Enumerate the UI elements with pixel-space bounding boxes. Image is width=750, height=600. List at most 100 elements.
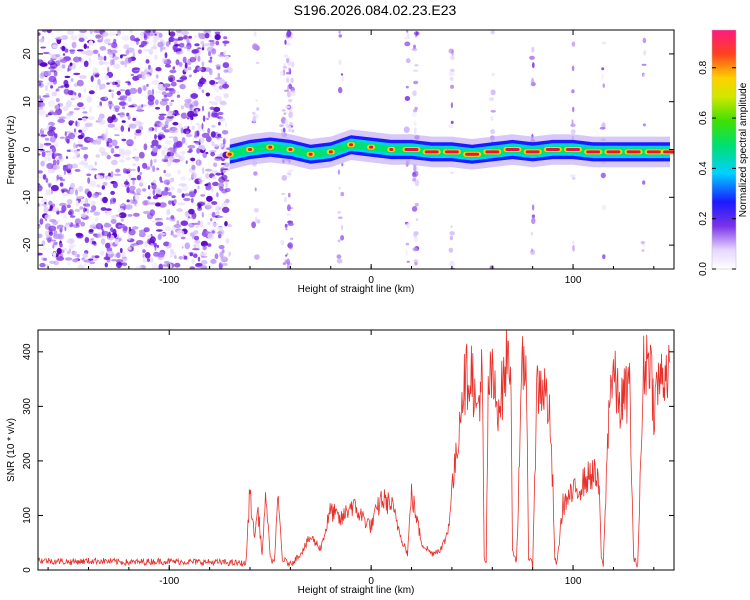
noise-speck [450,120,454,124]
noise-speck [188,74,192,78]
noise-speck [413,259,419,264]
noise-speck [82,252,88,258]
noise-speck [205,168,212,172]
noise-speck [96,184,101,188]
noise-speck [88,106,92,113]
noise-speck [53,241,58,246]
noise-speck [285,125,292,129]
noise-speck [175,59,180,66]
noise-speck [113,38,117,44]
spectrogram-x-tick-label: 0 [368,275,374,286]
noise-speck [105,252,108,259]
noise-speck [67,67,70,72]
noise-speck [45,150,51,153]
noise-speck [114,145,120,149]
noise-speck [51,147,57,153]
noise-speck [448,124,454,129]
noise-speck [146,83,149,87]
noise-speck [104,136,108,143]
noise-speck [83,161,89,169]
noise-speck [177,169,181,175]
noise-speck [62,105,69,112]
noise-speck [180,112,188,119]
noise-speck [64,48,69,53]
noise-speck [40,203,48,206]
noise-speck [129,185,136,191]
noise-speck [95,154,101,158]
noise-speck [80,221,86,227]
noise-speck [163,179,171,185]
noise-speck [147,185,151,190]
noise-speck [59,136,65,139]
noise-speck [52,164,61,170]
noise-speck [47,168,56,174]
noise-speck [180,150,186,155]
noise-speck [194,244,196,249]
noise-speck [130,73,135,77]
noise-speck [52,159,57,166]
noise-speck [69,188,74,195]
noise-speck [55,35,63,40]
noise-speck [336,254,342,259]
noise-speck [84,122,93,128]
noise-speck [290,90,296,97]
noise-speck [413,127,417,135]
noise-speck [154,106,161,110]
noise-speck [106,82,110,85]
noise-speck [64,131,67,137]
noise-speck [190,198,194,203]
noise-speck [414,262,418,266]
noise-speck [180,236,186,240]
noise-speck [190,93,199,99]
noise-speck [531,46,535,53]
noise-speck [163,147,169,150]
noise-speck [127,96,132,103]
noise-speck [121,120,126,123]
noise-speck [107,116,114,124]
noise-speck [151,183,157,190]
noise-speck [155,221,164,227]
noise-speck [80,51,88,55]
noise-speck [66,163,73,171]
noise-speck [283,127,286,133]
noise-speck [61,205,67,212]
noise-speck [211,222,219,227]
noise-speck [411,206,418,212]
noise-speck [338,30,341,34]
noise-speck [95,34,102,39]
noise-speck [128,173,132,179]
noise-speck [132,163,137,167]
noise-speck [82,107,86,110]
noise-speck [404,37,411,40]
noise-speck [186,130,190,135]
snr-ylabel: SNR (10 * v/v) [6,418,17,482]
noise-speck [96,105,102,108]
noise-speck [284,223,288,228]
spectrogram-y-tick-label: 0 [22,146,33,152]
noise-speck [220,258,223,265]
spectrogram-y-tick-label: 20 [22,48,33,60]
noise-speck [153,158,157,163]
noise-speck [412,69,419,72]
noise-speck [217,233,222,239]
noise-speck [288,99,293,103]
noise-speck [221,130,229,135]
noise-speck [43,30,47,33]
noise-speck [224,55,230,61]
noise-speck [70,163,79,169]
noise-speck [115,214,122,217]
noise-speck [187,126,190,129]
spectrogram-y-tick-label: 10 [22,96,33,108]
noise-speck [162,83,171,88]
noise-speck [132,226,139,230]
noise-speck [76,79,84,87]
noise-speck [142,200,149,206]
noise-speck [42,52,50,54]
noise-speck [193,136,199,139]
noise-speck [337,210,341,214]
noise-speck [75,195,83,199]
noise-speck [127,57,132,63]
noise-speck [125,204,133,210]
noise-speck [157,83,163,89]
noise-speck [209,80,216,85]
